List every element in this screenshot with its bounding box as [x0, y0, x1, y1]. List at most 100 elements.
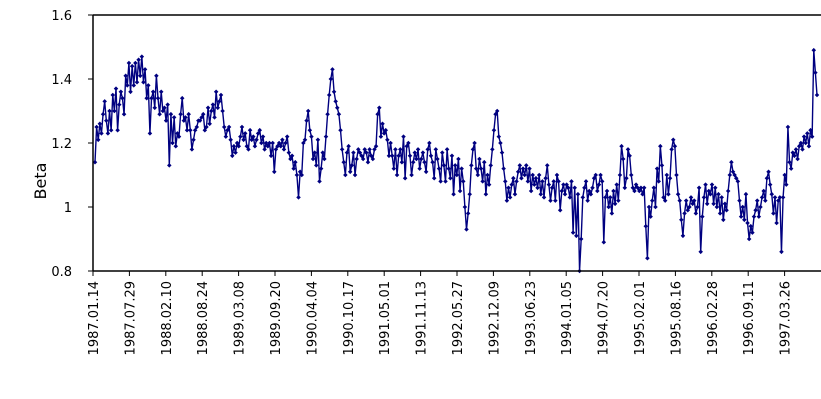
data-point [674, 172, 679, 178]
x-tick-label: 1988.08.24 [196, 281, 211, 355]
data-point [158, 89, 164, 95]
x-tick-label: 1988.02.10 [160, 281, 175, 355]
data-point [607, 195, 613, 200]
data-point [257, 127, 263, 133]
data-point [740, 204, 745, 210]
data-point [343, 172, 348, 178]
x-tick-label: 1994.01.05 [560, 281, 575, 355]
x-tick-label: 1995.08.16 [669, 281, 684, 355]
data-point [519, 175, 524, 181]
data-point [554, 172, 560, 178]
data-point [667, 175, 673, 181]
data-point [273, 147, 279, 152]
data-point [625, 147, 631, 152]
x-tick-label: 1987.01.14 [87, 281, 102, 355]
data-point [754, 198, 760, 203]
data-point [438, 179, 443, 184]
data-point [133, 60, 138, 66]
data-point [194, 124, 200, 130]
data-point [428, 153, 434, 159]
data-point [286, 150, 292, 155]
data-point [688, 195, 694, 200]
y-tick-labels: 0.8 1 1.2 1.4 1.6 [51, 9, 72, 280]
data-point [444, 147, 450, 152]
data-point [95, 137, 101, 143]
data-point [126, 60, 132, 66]
data-point [649, 198, 655, 203]
data-point [179, 95, 185, 101]
data-point [335, 105, 340, 111]
data-point [362, 147, 368, 152]
data-point [800, 147, 805, 152]
data-point [346, 143, 351, 149]
data-point [616, 198, 621, 203]
data-point [585, 198, 590, 203]
data-point [217, 99, 222, 104]
data-point [168, 111, 174, 117]
data-point [189, 147, 195, 152]
data-point [595, 188, 600, 194]
data-point [183, 115, 188, 120]
data-point [262, 147, 267, 152]
data-point [546, 182, 552, 187]
data-point [557, 207, 563, 213]
data-point [440, 150, 445, 155]
data-point [477, 156, 482, 162]
series-markers [92, 47, 820, 274]
data-point [721, 217, 726, 223]
data-point [341, 159, 347, 165]
data-point [293, 159, 298, 165]
data-point [107, 108, 112, 114]
x-tick-label: 1991.05.01 [378, 281, 393, 355]
data-point [284, 134, 290, 139]
data-point [461, 179, 466, 184]
data-point [372, 147, 377, 152]
data-point [409, 172, 414, 178]
data-point [171, 115, 177, 120]
data-point [137, 73, 143, 79]
data-point [247, 127, 253, 133]
data-point [622, 185, 628, 191]
data-point [727, 172, 733, 178]
data-point [170, 140, 175, 146]
data-point [544, 163, 550, 168]
data-point [154, 73, 159, 79]
data-point [252, 143, 258, 149]
data-point [412, 150, 418, 155]
data-point [714, 204, 720, 210]
data-point [165, 102, 170, 107]
data-point [528, 188, 534, 194]
data-point [317, 179, 322, 184]
data-point [580, 195, 586, 200]
data-point [325, 111, 330, 117]
data-point [425, 147, 430, 152]
data-point [711, 201, 716, 207]
data-point [646, 204, 652, 210]
data-point [129, 63, 135, 69]
data-point [504, 198, 510, 203]
data-point [188, 127, 193, 133]
x-tick-label: 1992.12.09 [487, 281, 502, 355]
data-point [502, 179, 508, 184]
data-point [123, 73, 128, 79]
data-point [128, 89, 133, 95]
data-point [139, 54, 145, 59]
data-point [793, 147, 799, 152]
data-point [304, 118, 309, 123]
data-point [223, 134, 229, 139]
plot-frame [92, 14, 821, 272]
data-point [331, 89, 337, 95]
data-point [501, 166, 506, 171]
data-point [683, 198, 689, 203]
data-point [601, 239, 607, 245]
data-point [533, 175, 539, 181]
data-point [525, 179, 531, 184]
data-point [456, 156, 461, 162]
data-point [383, 127, 389, 133]
data-point [399, 159, 405, 165]
data-point [120, 95, 125, 101]
data-point [315, 137, 321, 143]
data-point [753, 207, 758, 213]
data-point [469, 163, 474, 168]
